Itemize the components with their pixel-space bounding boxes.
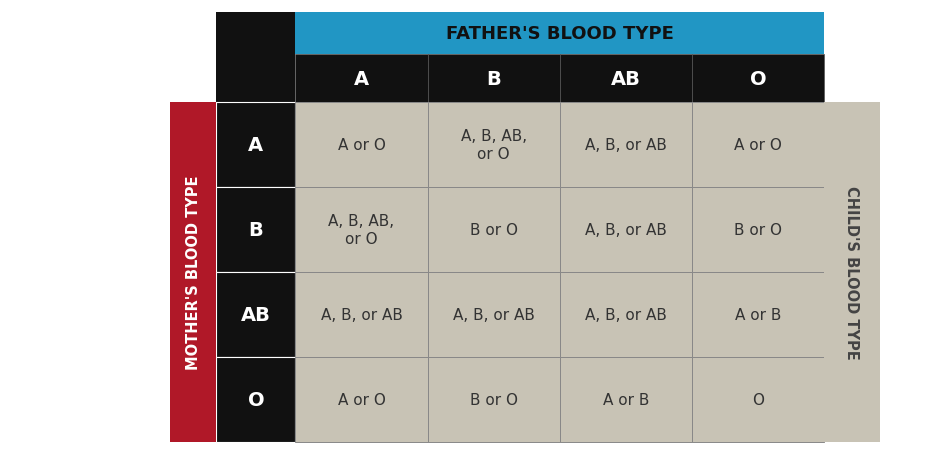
FancyBboxPatch shape (691, 357, 823, 442)
Text: B or O: B or O (470, 222, 517, 238)
Text: O: O (749, 69, 766, 88)
Text: A, B, or AB: A, B, or AB (585, 307, 666, 322)
FancyBboxPatch shape (295, 13, 823, 55)
Text: FATHER'S BLOOD TYPE: FATHER'S BLOOD TYPE (445, 25, 673, 43)
FancyBboxPatch shape (427, 272, 559, 357)
FancyBboxPatch shape (295, 188, 427, 272)
Text: A, B, AB,
or O: A, B, AB, or O (460, 129, 526, 161)
Text: A, B, or AB: A, B, or AB (585, 138, 666, 153)
FancyBboxPatch shape (427, 357, 559, 442)
FancyBboxPatch shape (216, 272, 295, 357)
FancyBboxPatch shape (559, 272, 691, 357)
Text: A: A (248, 136, 264, 155)
Text: O: O (248, 390, 264, 409)
Text: MOTHER'S BLOOD TYPE: MOTHER'S BLOOD TYPE (186, 175, 200, 369)
FancyBboxPatch shape (691, 272, 823, 357)
Text: A, B, or AB: A, B, or AB (452, 307, 534, 322)
Text: A or O: A or O (733, 138, 781, 153)
Text: AB: AB (611, 69, 640, 88)
FancyBboxPatch shape (823, 103, 879, 442)
FancyBboxPatch shape (295, 357, 427, 442)
FancyBboxPatch shape (216, 13, 295, 103)
Text: O: O (751, 392, 763, 407)
FancyBboxPatch shape (559, 55, 691, 103)
FancyBboxPatch shape (170, 103, 216, 442)
FancyBboxPatch shape (427, 55, 559, 103)
Text: B: B (249, 221, 263, 239)
FancyBboxPatch shape (691, 55, 823, 103)
Text: B: B (485, 69, 500, 88)
FancyBboxPatch shape (216, 188, 295, 272)
FancyBboxPatch shape (216, 357, 295, 442)
FancyBboxPatch shape (216, 103, 295, 188)
FancyBboxPatch shape (427, 103, 559, 188)
Text: A or B: A or B (602, 392, 649, 407)
Text: CHILD'S BLOOD TYPE: CHILD'S BLOOD TYPE (844, 186, 858, 359)
Text: A or O: A or O (337, 138, 385, 153)
FancyBboxPatch shape (691, 103, 823, 188)
Text: A, B, AB,
or O: A, B, AB, or O (329, 214, 394, 246)
FancyBboxPatch shape (559, 357, 691, 442)
FancyBboxPatch shape (559, 103, 691, 188)
FancyBboxPatch shape (427, 188, 559, 272)
Text: A or O: A or O (337, 392, 385, 407)
FancyBboxPatch shape (691, 188, 823, 272)
Text: AB: AB (240, 305, 271, 324)
Text: A, B, or AB: A, B, or AB (585, 222, 666, 238)
FancyBboxPatch shape (295, 103, 427, 188)
Text: A: A (354, 69, 368, 88)
Text: B or O: B or O (470, 392, 517, 407)
FancyBboxPatch shape (295, 272, 427, 357)
Text: B or O: B or O (733, 222, 781, 238)
FancyBboxPatch shape (559, 188, 691, 272)
FancyBboxPatch shape (295, 55, 427, 103)
Text: A, B, or AB: A, B, or AB (320, 307, 402, 322)
Text: A or B: A or B (734, 307, 780, 322)
